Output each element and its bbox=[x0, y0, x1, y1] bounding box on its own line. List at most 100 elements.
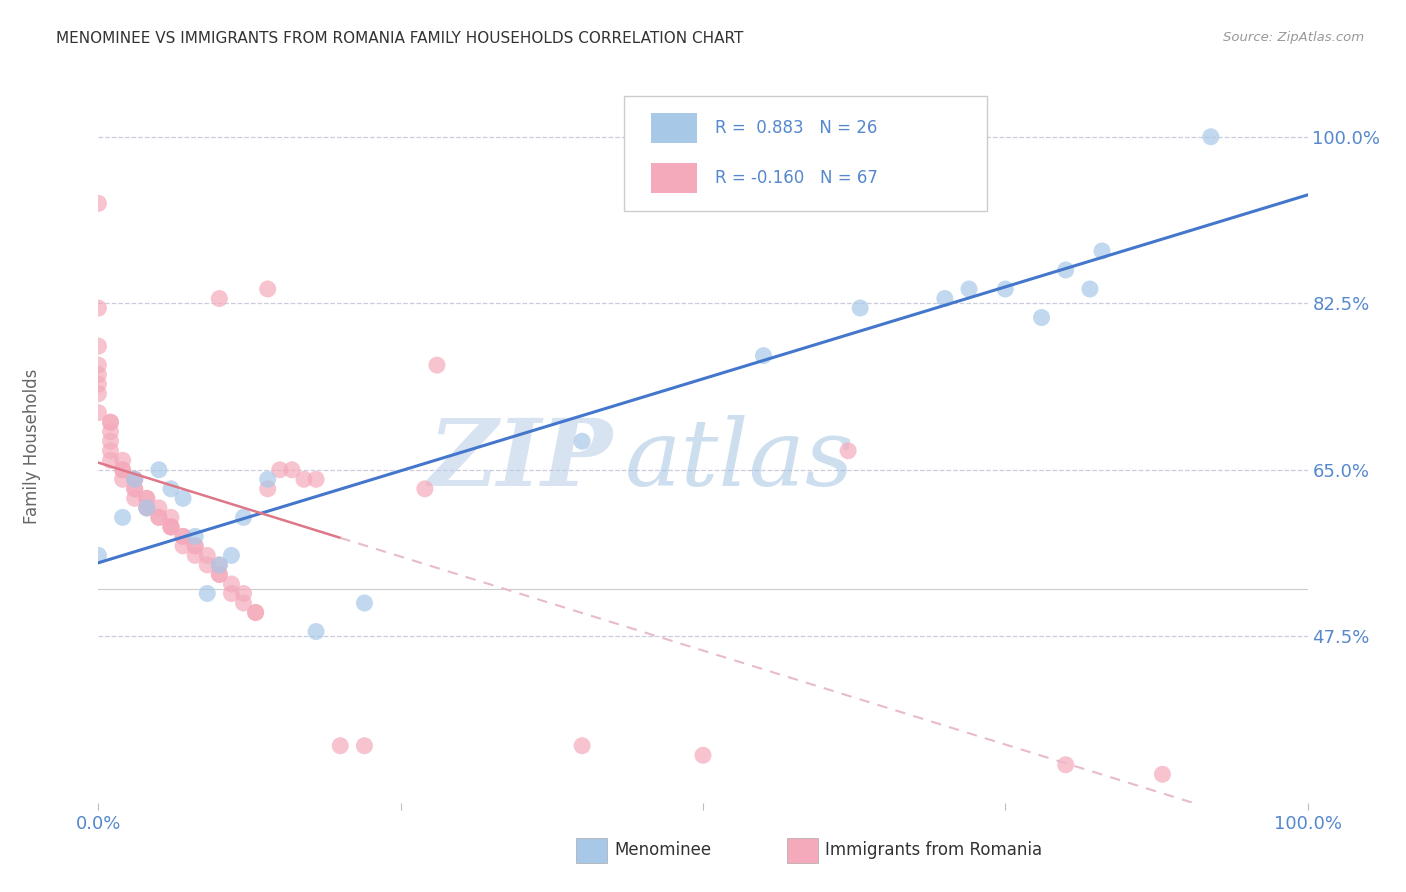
Point bbox=[752, 349, 775, 363]
Point bbox=[195, 549, 218, 563]
Point bbox=[1152, 767, 1174, 781]
Bar bbox=[651, 112, 697, 143]
Point bbox=[172, 529, 194, 543]
Point bbox=[1054, 757, 1077, 772]
Point bbox=[571, 434, 593, 449]
Point bbox=[100, 415, 122, 429]
Point bbox=[100, 415, 122, 429]
Point bbox=[413, 482, 436, 496]
Point bbox=[837, 443, 859, 458]
Point bbox=[184, 549, 207, 563]
Point bbox=[232, 586, 254, 600]
Point bbox=[957, 282, 980, 296]
Text: MENOMINEE VS IMMIGRANTS FROM ROMANIA FAMILY HOUSEHOLDS CORRELATION CHART: MENOMINEE VS IMMIGRANTS FROM ROMANIA FAM… bbox=[56, 31, 744, 46]
Text: Menominee: Menominee bbox=[614, 841, 711, 859]
Point bbox=[111, 463, 134, 477]
Point bbox=[87, 339, 110, 353]
Point bbox=[124, 491, 146, 506]
Point bbox=[208, 558, 231, 572]
Point bbox=[124, 472, 146, 486]
Point bbox=[100, 443, 122, 458]
Point bbox=[292, 472, 315, 486]
Text: ZIP: ZIP bbox=[427, 416, 612, 505]
Point bbox=[195, 558, 218, 572]
Point bbox=[87, 358, 110, 372]
Point bbox=[160, 520, 183, 534]
Point bbox=[221, 549, 243, 563]
Point bbox=[124, 482, 146, 496]
Point bbox=[934, 292, 956, 306]
Point bbox=[208, 567, 231, 582]
Point bbox=[160, 510, 183, 524]
Text: R = -0.160   N = 67: R = -0.160 N = 67 bbox=[716, 169, 877, 186]
Text: Family Households: Family Households bbox=[22, 368, 41, 524]
Point bbox=[269, 463, 291, 477]
Point bbox=[329, 739, 352, 753]
Point bbox=[184, 539, 207, 553]
Point bbox=[135, 500, 157, 515]
Point bbox=[1031, 310, 1053, 325]
Point bbox=[1078, 282, 1101, 296]
Point bbox=[111, 472, 134, 486]
Point bbox=[135, 491, 157, 506]
Point bbox=[135, 491, 157, 506]
Point bbox=[87, 406, 110, 420]
Point bbox=[148, 510, 170, 524]
Point bbox=[256, 482, 278, 496]
Point bbox=[353, 596, 375, 610]
Point bbox=[305, 624, 328, 639]
Point bbox=[87, 368, 110, 382]
Point bbox=[1054, 263, 1077, 277]
Point bbox=[160, 520, 183, 534]
Point bbox=[232, 510, 254, 524]
Point bbox=[692, 748, 714, 763]
Point bbox=[124, 472, 146, 486]
Point bbox=[87, 196, 110, 211]
Point bbox=[353, 739, 375, 753]
Point bbox=[87, 386, 110, 401]
Point bbox=[1091, 244, 1114, 258]
Text: R =  0.883   N = 26: R = 0.883 N = 26 bbox=[716, 119, 877, 136]
Point bbox=[208, 567, 231, 582]
Point bbox=[221, 577, 243, 591]
Bar bbox=[651, 162, 697, 193]
Point bbox=[281, 463, 304, 477]
Point bbox=[195, 586, 218, 600]
Point bbox=[208, 558, 231, 572]
Point bbox=[172, 529, 194, 543]
Point bbox=[111, 453, 134, 467]
Point bbox=[160, 482, 183, 496]
Point bbox=[208, 292, 231, 306]
Point bbox=[100, 425, 122, 439]
Point bbox=[305, 472, 328, 486]
Point bbox=[426, 358, 449, 372]
Point bbox=[87, 549, 110, 563]
Text: Immigrants from Romania: Immigrants from Romania bbox=[825, 841, 1042, 859]
Point bbox=[994, 282, 1017, 296]
Point bbox=[148, 510, 170, 524]
Point bbox=[124, 482, 146, 496]
Point bbox=[148, 500, 170, 515]
Point bbox=[135, 500, 157, 515]
Point bbox=[100, 453, 122, 467]
Point bbox=[148, 463, 170, 477]
Point bbox=[849, 301, 872, 315]
Point bbox=[111, 463, 134, 477]
Point bbox=[87, 301, 110, 315]
Point bbox=[135, 500, 157, 515]
Text: atlas: atlas bbox=[624, 416, 853, 505]
Point bbox=[172, 491, 194, 506]
Point bbox=[172, 539, 194, 553]
Point bbox=[571, 739, 593, 753]
FancyBboxPatch shape bbox=[624, 96, 987, 211]
Point bbox=[245, 606, 267, 620]
Point bbox=[124, 472, 146, 486]
Point bbox=[111, 510, 134, 524]
Point bbox=[184, 529, 207, 543]
Point bbox=[100, 434, 122, 449]
Point bbox=[256, 472, 278, 486]
Point bbox=[87, 377, 110, 392]
Point bbox=[184, 539, 207, 553]
Point bbox=[221, 586, 243, 600]
Point bbox=[232, 596, 254, 610]
